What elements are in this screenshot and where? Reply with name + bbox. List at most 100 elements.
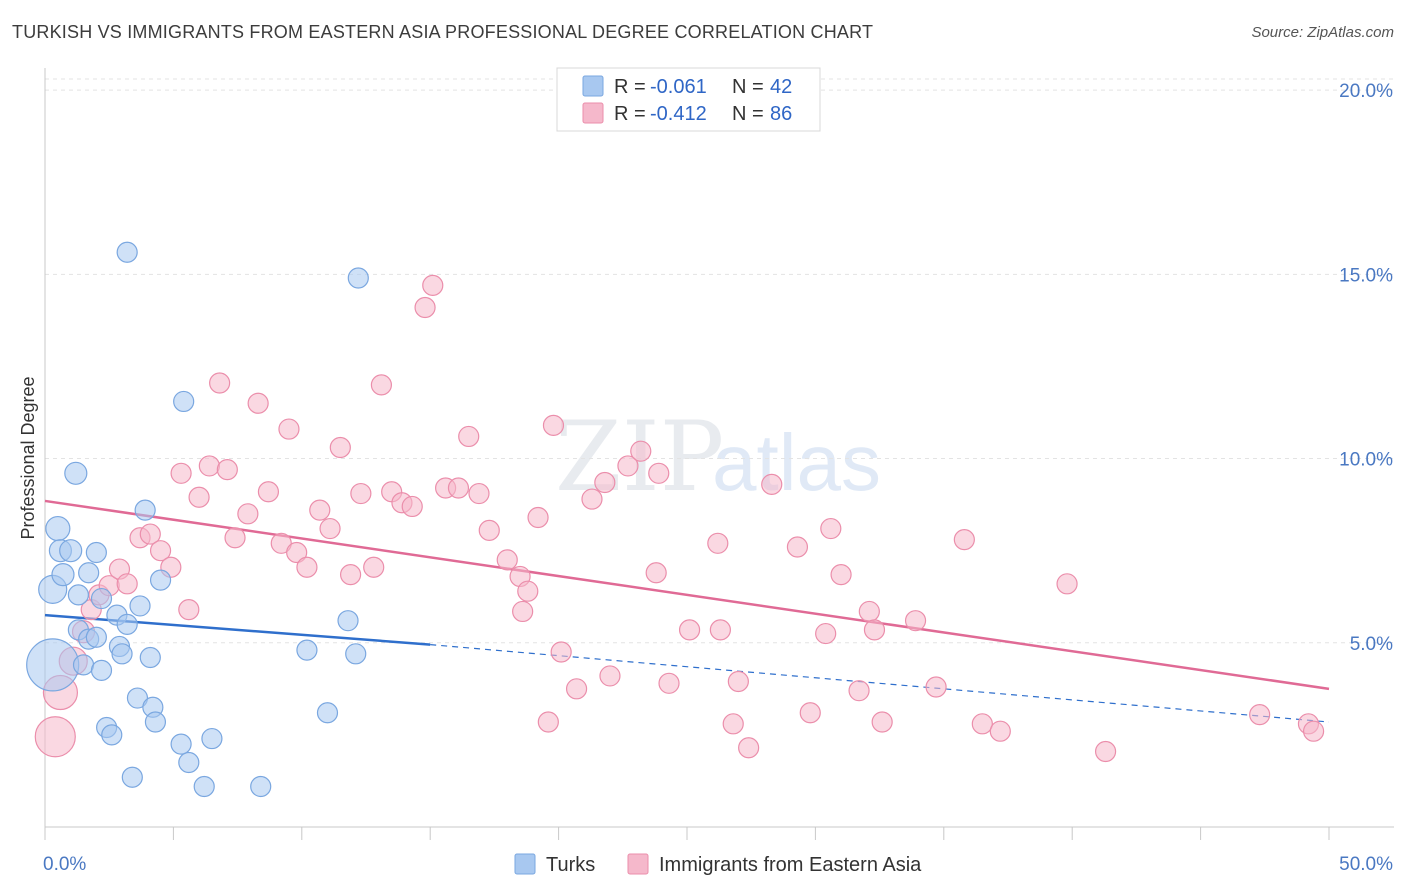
point-eastern-asia xyxy=(1056,573,1078,595)
point-turks xyxy=(64,461,88,485)
point-eastern-asia xyxy=(188,486,210,508)
point-eastern-asia xyxy=(830,564,852,586)
point-turks xyxy=(134,499,156,521)
point-eastern-asia xyxy=(170,462,192,484)
point-eastern-asia xyxy=(527,506,549,529)
point-eastern-asia xyxy=(329,436,351,459)
point-eastern-asia xyxy=(1302,720,1325,742)
y-axis-label: Professional Degree xyxy=(18,376,38,539)
point-turks xyxy=(250,775,272,798)
point-eastern-asia xyxy=(198,455,220,477)
point-eastern-asia xyxy=(953,529,975,551)
point-turks xyxy=(72,654,95,676)
point-turks xyxy=(85,626,107,648)
point-eastern-asia xyxy=(257,481,280,503)
legend-r-value-eastern-asia: -0.412 xyxy=(650,103,707,125)
point-turks xyxy=(144,711,167,733)
point-turks xyxy=(170,733,192,755)
point-turks xyxy=(45,515,71,542)
point-eastern-asia xyxy=(517,580,539,602)
point-turks xyxy=(26,638,80,692)
point-eastern-asia xyxy=(286,541,308,564)
point-eastern-asia xyxy=(422,274,444,296)
point-eastern-asia xyxy=(630,440,652,462)
point-eastern-asia xyxy=(925,676,947,698)
point-eastern-asia xyxy=(971,713,993,735)
point-turks xyxy=(90,659,113,682)
point-eastern-asia xyxy=(989,720,1011,742)
point-eastern-asia xyxy=(871,711,893,733)
point-eastern-asia xyxy=(658,672,680,694)
point-turks xyxy=(316,702,339,724)
point-eastern-asia xyxy=(565,678,588,700)
point-eastern-asia xyxy=(247,392,269,414)
legend-swatch-eastern-asia xyxy=(582,102,604,124)
point-turks xyxy=(111,643,133,665)
point-eastern-asia xyxy=(709,619,731,641)
point-eastern-asia xyxy=(537,711,559,733)
watermark-atlas: atlas xyxy=(712,418,881,507)
point-turks xyxy=(178,751,200,774)
point-turks xyxy=(296,639,318,661)
point-eastern-asia xyxy=(599,665,621,687)
point-eastern-asia xyxy=(848,680,870,702)
point-eastern-asia xyxy=(496,549,518,571)
point-turks xyxy=(193,775,215,798)
point-turks xyxy=(201,727,223,750)
bottom-legend-label-eastern-asia: Immigrants from Eastern Asia xyxy=(659,854,922,876)
x-tick-label: 50.0% xyxy=(1339,854,1393,875)
point-eastern-asia xyxy=(678,619,701,641)
point-eastern-asia xyxy=(786,536,809,558)
point-eastern-asia xyxy=(648,462,670,484)
point-eastern-asia xyxy=(178,599,200,621)
point-eastern-asia xyxy=(863,619,886,641)
watermark: ZIP atlas xyxy=(555,401,881,513)
bottom-legend-label-turks: Turks xyxy=(546,854,595,876)
point-eastern-asia xyxy=(1094,740,1117,763)
point-turks xyxy=(67,584,89,606)
point-eastern-asia xyxy=(339,564,362,586)
point-eastern-asia xyxy=(216,459,238,481)
y-tick-labels: 5.0% 10.0% 15.0% 20.0% xyxy=(1339,81,1393,655)
point-eastern-asia xyxy=(617,455,639,477)
y-tick-label: 10.0% xyxy=(1339,450,1393,471)
point-turks xyxy=(149,569,172,591)
point-eastern-asia xyxy=(237,503,259,525)
series-legend: Turks Immigrants from Eastern Asia xyxy=(514,853,922,876)
point-eastern-asia xyxy=(149,540,172,562)
point-turks xyxy=(173,390,195,413)
legend-r-label-turks: R = xyxy=(614,76,646,98)
point-eastern-asia xyxy=(727,670,749,693)
correlation-legend: R = -0.061 N = 42 R = -0.412 N = 86 xyxy=(556,67,821,132)
point-eastern-asia xyxy=(363,556,385,578)
point-turks xyxy=(116,613,138,635)
point-eastern-asia xyxy=(707,532,729,554)
legend-swatch-turks xyxy=(582,75,604,97)
point-eastern-asia xyxy=(512,600,534,623)
point-eastern-asia xyxy=(468,482,490,505)
point-eastern-asia xyxy=(34,716,76,758)
point-turks xyxy=(116,241,138,263)
point-eastern-asia xyxy=(278,418,300,440)
legend-n-label-turks: N = xyxy=(732,76,764,98)
point-eastern-asia xyxy=(1249,704,1271,726)
point-eastern-asia xyxy=(458,425,480,448)
point-eastern-asia xyxy=(820,517,842,540)
point-eastern-asia xyxy=(401,495,423,518)
point-turks xyxy=(90,587,113,610)
point-eastern-asia xyxy=(542,414,565,436)
point-turks xyxy=(337,610,359,632)
y-tick-label: 5.0% xyxy=(1350,634,1393,655)
point-eastern-asia xyxy=(270,532,292,554)
legend-n-label-eastern-asia: N = xyxy=(732,103,764,125)
point-eastern-asia xyxy=(116,573,138,595)
point-turks xyxy=(101,724,123,746)
point-eastern-asia xyxy=(309,499,331,521)
point-eastern-asia xyxy=(296,556,318,578)
point-turks xyxy=(345,643,367,665)
point-eastern-asia xyxy=(414,296,436,319)
point-eastern-asia xyxy=(478,519,500,542)
grid-lines xyxy=(45,78,1394,644)
point-eastern-asia xyxy=(209,372,231,394)
